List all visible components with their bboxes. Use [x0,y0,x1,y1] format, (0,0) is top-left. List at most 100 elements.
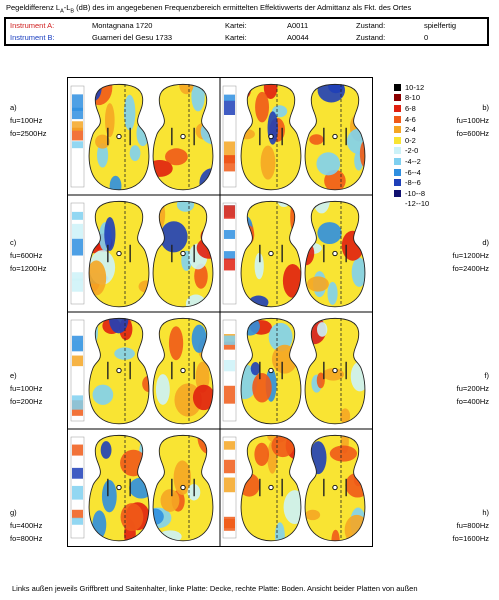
amplitude-region [267,111,278,145]
amplitude-region [105,103,115,138]
violin-plate [305,84,365,190]
violin-panel [222,303,370,425]
legend-swatch [394,189,401,197]
excitation-point-icon [332,133,338,140]
legend-label: 8-10 [405,93,421,103]
legend-swatch [394,200,401,207]
amplitude-region [359,140,365,168]
legend-label: -10--8 [405,188,426,198]
legend-item: 8-10 [394,93,429,104]
plate-outline [241,318,301,423]
legend-item: 10-12 [394,82,429,93]
fingerboard-patch [72,121,83,131]
panel-label-g: g) fu=400Hz fo=800Hz [10,508,43,543]
excitation-point-icon [332,367,338,374]
amplitude-region [241,318,260,336]
excitation-point-icon [268,133,274,140]
plate-outline [241,435,301,540]
violin-panel [70,419,222,546]
instrument-a-kartei-label: Kartei: [225,21,247,30]
instrument-b-kartei-label: Kartei: [225,33,247,42]
amplitude-region [104,217,116,251]
amplitude-region [283,490,301,525]
amplitude-region [351,257,365,287]
panel-label-d: d) fu=1200Hz fo=2400Hz [452,238,490,273]
excitation-point-icon [180,484,186,491]
fingerboard-patch [224,205,235,219]
legend-swatch [394,104,401,112]
plate-outline [153,435,213,540]
amplitude-region [309,134,324,145]
legend-label: 0-2 [405,135,416,145]
instrument-a-kartei: A0011 [287,21,309,30]
fingerboard-patch [224,155,235,172]
instrument-info-box: Instrument A: Montagnana 1720 Kartei: A0… [4,17,489,46]
legend-label: 10-12 [405,82,425,92]
instrument-a-zustand-label: Zustand: [356,21,386,30]
legend-item: -12--10 [394,199,429,210]
legend-item: -10--8 [394,188,429,199]
violin-plate [153,201,213,307]
amplitude-region [324,169,346,190]
fingerboard-patch [72,485,83,500]
amplitude-region [100,441,112,459]
legend-swatch [394,126,401,134]
amplitude-region [92,384,114,405]
legend-label: -2-0 [405,146,419,156]
amplitude-region [271,435,295,458]
plate-outline [241,201,301,306]
amplitude-region [316,322,328,337]
plate-outline [89,84,149,189]
instrument-a-name: Montagnana 1720 [92,21,153,30]
plate-outline [153,318,213,423]
fingerboard-patch [224,251,235,260]
amplitude-region [160,221,188,253]
legend-item: -2-0 [394,146,429,157]
fingerboard-patch [224,459,235,474]
amplitude-region [290,201,299,234]
amplitude-region [248,295,269,307]
instrument-a-label: Instrument A: [10,21,55,30]
plate-outline [89,435,149,540]
amplitude-region [109,318,129,334]
fingerboard-patch [224,360,235,372]
amplitude-region [254,252,264,280]
amplitude-region [153,201,166,232]
excitation-point-icon [116,484,122,491]
amplitude-region [153,110,163,132]
amplitude-region [255,91,270,123]
amplitude-region [168,326,184,361]
legend-label: 6-8 [405,103,416,113]
violin-plate [241,435,301,541]
plate-outline [153,201,213,306]
legend-swatch [394,115,401,123]
violin-panel [222,422,370,546]
amplitude-region [250,362,261,376]
legend-item: 0-2 [394,135,429,146]
amplitude-region [316,152,341,176]
amplitude-region [153,160,173,177]
amplitude-region [153,318,161,342]
amplitude-region [241,84,252,99]
legend-item: -4--2 [394,156,429,167]
amplitude-region [345,472,365,498]
amplitude-region [317,222,342,245]
amplitude-region [274,522,285,541]
legend-item: 4-6 [394,114,429,125]
legend-label: -12--10 [405,199,430,209]
amplitude-region [153,334,160,367]
amplitude-region [340,408,351,424]
amplitude-region [114,347,135,360]
amplitude-region [196,237,213,259]
page-title: Pegeldifferenz LA-LB (dB) des im angegeb… [6,3,412,15]
excitation-point-icon [180,133,186,140]
excitation-point-icon [268,484,274,491]
legend-swatch [394,94,401,102]
amplitude-region [305,509,321,521]
amplitude-region [176,201,195,212]
amplitude-region [313,201,331,214]
amplitude-region [101,479,117,513]
amplitude-region [138,280,149,293]
amplitude-region [316,372,325,389]
amplitude-region [252,372,272,403]
